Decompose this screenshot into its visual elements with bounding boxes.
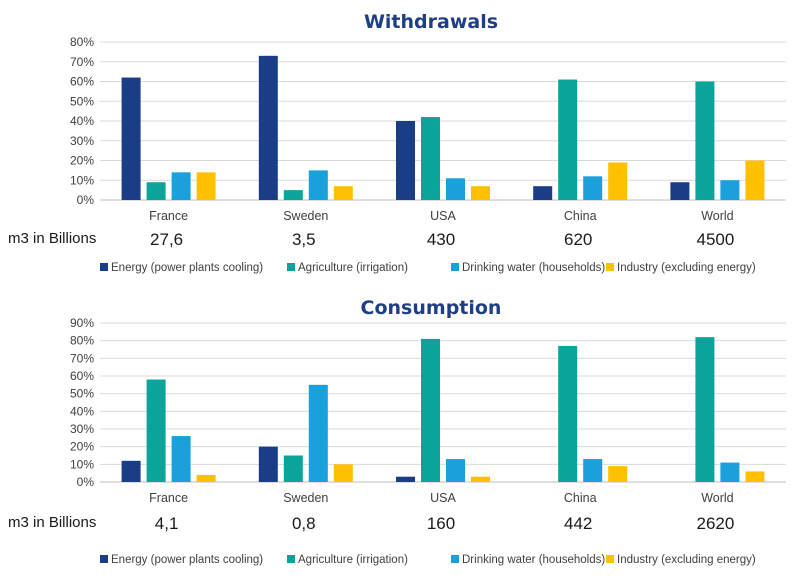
withdrawals-bar-industry-sweden <box>333 186 353 200</box>
withdrawals-bar-energy-usa <box>396 121 415 200</box>
withdrawals-amount-value: 4500 <box>696 230 734 249</box>
consumption-bar-energy-sweden <box>258 446 278 482</box>
withdrawals-bar-drinking-china <box>583 176 603 200</box>
withdrawals-amount-value: 3,5 <box>292 230 316 249</box>
withdrawals-y-tick-label: 10% <box>70 173 94 187</box>
withdrawals-bar-drinking-usa <box>446 178 465 200</box>
withdrawals-category-label: France <box>149 209 188 223</box>
consumption-y-tick-label: 30% <box>70 422 94 436</box>
consumption-bar-agriculture-sweden <box>283 455 303 482</box>
withdrawals-legend-label: Agriculture (irrigation) <box>298 262 408 274</box>
consumption-bar-drinking-sweden <box>308 384 328 482</box>
withdrawals-legend-label: Drinking water (households) <box>462 262 605 274</box>
consumption-bar-agriculture-france <box>146 379 166 482</box>
consumption-amount-value: 0,8 <box>292 514 316 533</box>
consumption-category-label: China <box>564 491 597 505</box>
consumption-bar-industry-france <box>196 474 216 482</box>
withdrawals-bar-agriculture-sweden <box>283 190 303 200</box>
consumption-legend-label: Drinking water (households) <box>462 554 605 566</box>
withdrawals-y-tick-label: 80% <box>70 35 94 49</box>
withdrawals-bar-agriculture-france <box>146 182 166 200</box>
withdrawals-bar-drinking-sweden <box>308 170 328 200</box>
withdrawals-bar-industry-usa <box>471 186 490 200</box>
withdrawals-category-label: China <box>564 209 597 223</box>
withdrawals-bar-agriculture-world <box>695 81 715 200</box>
withdrawals-legend-swatch-energy <box>100 263 108 271</box>
consumption-bar-agriculture-china <box>558 345 578 482</box>
withdrawals-amount-value: 620 <box>564 230 592 249</box>
consumption-amount-value: 442 <box>564 514 592 533</box>
withdrawals-y-tick-label: 50% <box>70 94 94 108</box>
consumption-category-label: France <box>149 491 188 505</box>
consumption-amount-value: 2620 <box>696 514 734 533</box>
withdrawals-legend-swatch-industry <box>606 263 614 271</box>
consumption-bar-drinking-france <box>171 436 191 482</box>
withdrawals-y-tick-label: 40% <box>70 114 94 128</box>
consumption-bar-industry-usa <box>471 476 490 482</box>
consumption-category-label: World <box>701 491 733 505</box>
withdrawals-bar-industry-world <box>745 160 765 200</box>
consumption-bar-drinking-usa <box>446 459 465 482</box>
consumption-bar-industry-world <box>745 471 765 482</box>
consumption-bar-drinking-world <box>720 462 740 482</box>
consumption-y-tick-label: 20% <box>70 440 94 454</box>
consumption-y-tick-label: 90% <box>70 316 94 330</box>
consumption-amount-value: 4,1 <box>155 514 179 533</box>
consumption-legend-swatch-industry <box>606 555 614 563</box>
withdrawals-bar-agriculture-usa <box>421 117 440 200</box>
withdrawals-amount-value: 430 <box>427 230 455 249</box>
consumption-legend-swatch-drinking <box>451 555 459 563</box>
consumption-y-tick-label: 60% <box>70 369 94 383</box>
consumption-bar-industry-sweden <box>333 464 353 482</box>
consumption-category-label: Sweden <box>283 491 328 505</box>
consumption-unit-label: m3 in Billions <box>8 514 96 531</box>
consumption-legend-label: Industry (excluding energy) <box>617 554 756 566</box>
withdrawals-y-tick-label: 20% <box>70 154 94 168</box>
consumption-category-label: USA <box>430 491 456 505</box>
withdrawals-category-label: World <box>701 209 733 223</box>
withdrawals-bar-energy-sweden <box>258 55 278 201</box>
withdrawals-bar-agriculture-china <box>558 79 578 200</box>
withdrawals-legend-label: Energy (power plants cooling) <box>111 262 263 274</box>
consumption-y-tick-label: 70% <box>70 351 94 365</box>
consumption-legend-swatch-energy <box>100 555 108 563</box>
consumption-legend-label: Agriculture (irrigation) <box>298 554 408 566</box>
consumption-bar-agriculture-usa <box>421 338 440 482</box>
withdrawals-y-tick-label: 70% <box>70 55 94 69</box>
consumption-y-tick-label: 80% <box>70 334 94 348</box>
withdrawals-amount-value: 27,6 <box>150 230 183 249</box>
consumption-bar-energy-usa <box>396 476 415 482</box>
withdrawals-bar-industry-china <box>608 162 628 200</box>
consumption-y-tick-label: 50% <box>70 387 94 401</box>
withdrawals-legend-swatch-agriculture <box>287 263 295 271</box>
consumption-bar-industry-china <box>608 466 628 482</box>
withdrawals-legend-swatch-drinking <box>451 263 459 271</box>
withdrawals-unit-label: m3 in Billions <box>8 230 96 247</box>
withdrawals-y-tick-label: 0% <box>77 193 95 207</box>
withdrawals-y-tick-label: 30% <box>70 134 94 148</box>
withdrawals-bar-energy-world <box>670 182 690 200</box>
withdrawals-bar-industry-france <box>196 172 216 200</box>
consumption-y-tick-label: 10% <box>70 457 94 471</box>
consumption-y-tick-label: 0% <box>77 475 95 489</box>
consumption-chart-title: Consumption <box>361 297 502 319</box>
withdrawals-bar-energy-france <box>121 77 141 200</box>
withdrawals-bar-drinking-world <box>720 180 740 200</box>
withdrawals-chart-title: Withdrawals <box>364 11 498 33</box>
consumption-legend-swatch-agriculture <box>287 555 295 563</box>
consumption-bar-agriculture-world <box>695 337 715 482</box>
consumption-bar-energy-france <box>121 460 141 482</box>
withdrawals-y-tick-label: 60% <box>70 75 94 89</box>
withdrawals-bar-energy-china <box>533 186 553 200</box>
consumption-amount-value: 160 <box>427 514 455 533</box>
withdrawals-bar-drinking-france <box>171 172 191 200</box>
withdrawals-category-label: Sweden <box>283 209 328 223</box>
withdrawals-category-label: USA <box>430 209 456 223</box>
consumption-y-tick-label: 40% <box>70 404 94 418</box>
consumption-legend-label: Energy (power plants cooling) <box>111 554 263 566</box>
withdrawals-legend-label: Industry (excluding energy) <box>617 262 756 274</box>
consumption-bar-drinking-china <box>583 459 603 482</box>
